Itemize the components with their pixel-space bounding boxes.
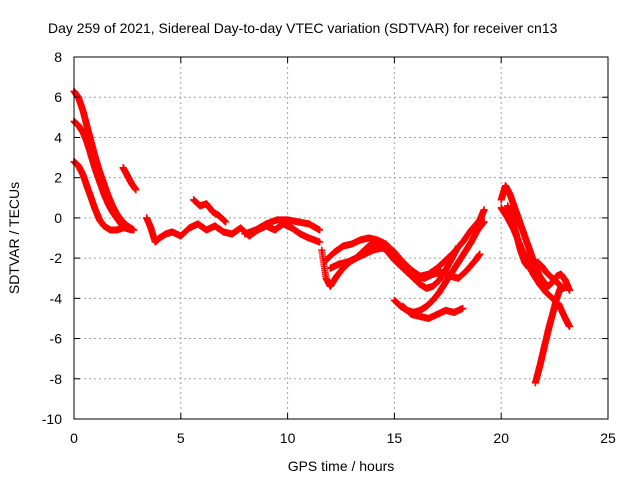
series-arc-16 bbox=[531, 282, 565, 387]
x-axis-label: GPS time / hours bbox=[288, 458, 395, 474]
y-tick-label: -8 bbox=[50, 371, 63, 387]
x-tick-label: 5 bbox=[177, 430, 185, 446]
axis-ticks bbox=[73, 56, 609, 420]
series-arc-4 bbox=[119, 164, 140, 194]
y-tick-label: -6 bbox=[50, 331, 63, 347]
x-tick-label: 15 bbox=[387, 430, 403, 446]
data-trace bbox=[241, 216, 324, 238]
x-tick-label: 10 bbox=[280, 430, 296, 446]
series-arc-5 bbox=[143, 214, 324, 246]
data-trace bbox=[70, 87, 138, 234]
series-arc-1 bbox=[70, 87, 138, 234]
data-trace bbox=[531, 282, 565, 387]
x-tick-label: 25 bbox=[600, 430, 616, 446]
y-tick-label: -4 bbox=[50, 290, 63, 306]
series-arc-10 bbox=[326, 244, 484, 282]
data-points bbox=[70, 87, 574, 387]
y-axis-label: SDTVAR / TECUs bbox=[6, 182, 22, 294]
y-tick-label: -10 bbox=[42, 411, 62, 427]
y-tick-label: 0 bbox=[54, 210, 62, 226]
chart-title: Day 259 of 2021, Sidereal Day-to-day VTE… bbox=[48, 20, 558, 36]
y-tick-label: 8 bbox=[54, 49, 62, 65]
series-arc-7 bbox=[241, 216, 324, 238]
series-arc-12 bbox=[399, 302, 467, 322]
tick-labels: 0 5 10 15 20 25 -10 -8 -6 -4 -2 0 2 4 6 8 bbox=[42, 49, 616, 446]
x-tick-label: 0 bbox=[70, 430, 78, 446]
x-tick-label: 20 bbox=[493, 430, 509, 446]
plot-frame bbox=[73, 56, 609, 420]
y-tick-label: -2 bbox=[50, 250, 63, 266]
data-trace bbox=[119, 164, 140, 194]
data-trace bbox=[190, 196, 230, 226]
grid bbox=[74, 57, 608, 419]
y-tick-label: 2 bbox=[54, 170, 62, 186]
data-trace bbox=[399, 302, 467, 322]
series-arc-6 bbox=[190, 196, 230, 226]
y-tick-label: 4 bbox=[54, 129, 62, 145]
y-tick-label: 6 bbox=[54, 89, 62, 105]
